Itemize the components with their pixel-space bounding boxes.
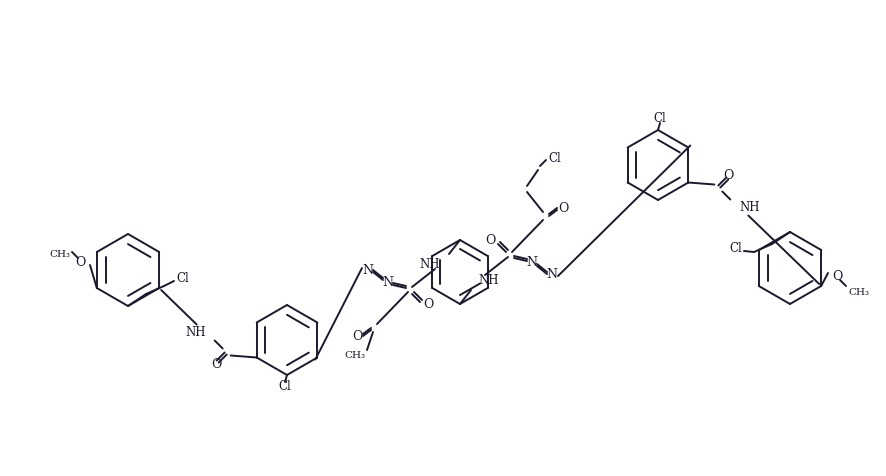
Text: O: O (423, 298, 432, 310)
Text: N: N (546, 268, 557, 280)
Text: Cl: Cl (653, 111, 665, 125)
Text: NH: NH (738, 201, 759, 214)
Text: O: O (557, 201, 568, 215)
Text: Cl: Cl (728, 242, 742, 256)
Text: CH₃: CH₃ (344, 351, 364, 360)
Text: N: N (526, 256, 537, 268)
Text: CH₃: CH₃ (49, 250, 70, 259)
Text: CH₃: CH₃ (847, 288, 868, 297)
Text: Cl: Cl (175, 272, 189, 286)
Text: N: N (382, 276, 393, 288)
Text: N: N (362, 264, 373, 277)
Text: O: O (352, 329, 361, 343)
Text: O: O (722, 169, 733, 182)
Text: Cl: Cl (548, 151, 560, 165)
Text: NH: NH (478, 275, 498, 288)
Text: O: O (831, 269, 842, 282)
Text: Cl: Cl (278, 380, 291, 394)
Text: O: O (485, 234, 494, 247)
Text: NH: NH (419, 258, 439, 270)
Text: O: O (75, 256, 86, 268)
Text: NH: NH (185, 326, 206, 339)
Text: O: O (211, 358, 222, 371)
